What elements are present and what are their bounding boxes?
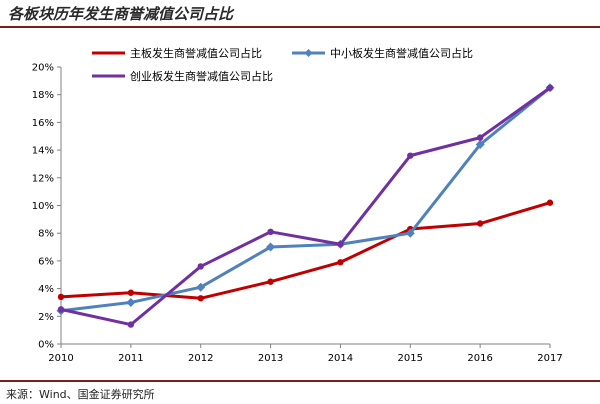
data-point [127, 289, 135, 296]
series-2 [56, 83, 555, 316]
source-note: 来源：Wind、国金证券研究所 [6, 388, 155, 401]
data-point [126, 297, 136, 307]
y-tick-label: 10% [32, 201, 54, 212]
x-tick-label: 2015 [398, 353, 423, 364]
y-tick-label: 16% [32, 118, 54, 129]
legend-item-1: 主板发生商誉减值公司占比 [92, 46, 262, 60]
series-3 [57, 84, 554, 328]
y-tick-label: 6% [38, 256, 54, 267]
legend-label: 中小板发生商誉减值公司占比 [330, 46, 473, 60]
data-point [266, 242, 276, 252]
data-point [196, 282, 206, 292]
x-tick-label: 2016 [467, 353, 492, 364]
y-tick-label: 14% [32, 146, 54, 157]
series-line [59, 86, 552, 313]
y-tick-label: 2% [38, 312, 54, 323]
page-title: 各板块历年发生商誉减值公司占比 [8, 5, 234, 23]
series-line [59, 201, 552, 300]
legend-item-3: 创业板发生商誉减值公司占比 [92, 69, 273, 83]
y-tick-label: 0% [38, 340, 54, 351]
y-tick-label: 8% [38, 229, 54, 240]
x-tick-label: 2012 [188, 353, 213, 364]
series-1 [57, 199, 554, 302]
data-point [337, 241, 344, 248]
y-tick-label: 20% [32, 63, 54, 74]
chart-axes: 0% 2% 4% 6% 8% 10% 12% 14% 16% 18% 20% 2010 2011 2012… [32, 63, 563, 365]
legend-marker [304, 49, 313, 57]
legend-label: 主板发生商誉减值公司占比 [130, 46, 262, 60]
y-tick-label: 12% [32, 173, 54, 184]
data-point [546, 84, 554, 91]
title-bar: 各板块历年发生商誉减值公司占比 [0, 0, 600, 28]
source-bar: 来源：Wind、国金证券研究所 [0, 380, 600, 404]
data-point [476, 134, 484, 141]
data-point [127, 321, 135, 328]
legend-item-2: 中小板发生商誉减值公司占比 [292, 46, 473, 60]
x-tick-label: 2017 [537, 353, 562, 364]
data-point [546, 199, 554, 206]
data-point [405, 228, 415, 238]
x-tick-label: 2013 [258, 353, 283, 364]
line-chart: 0% 2% 4% 6% 8% 10% 12% 14% 16% 18% 20% 2010 2011 2012… [32, 46, 563, 365]
chart-series [56, 83, 555, 328]
data-point [267, 278, 274, 285]
legend-label: 创业板发生商誉减值公司占比 [130, 69, 273, 83]
data-point [475, 140, 485, 150]
x-tick-label: 2011 [118, 353, 143, 364]
data-point [476, 220, 484, 227]
data-point [337, 259, 344, 266]
y-tick-label: 18% [32, 90, 54, 101]
x-tick-label: 2014 [328, 353, 353, 364]
y-tick-label: 4% [38, 284, 54, 295]
data-point [57, 306, 65, 313]
x-tick-label: 2010 [48, 353, 73, 364]
series-line [59, 86, 552, 327]
data-point [197, 263, 204, 270]
data-point [267, 228, 274, 236]
data-point [407, 152, 414, 159]
data-point [197, 295, 204, 302]
data-point [57, 293, 65, 301]
